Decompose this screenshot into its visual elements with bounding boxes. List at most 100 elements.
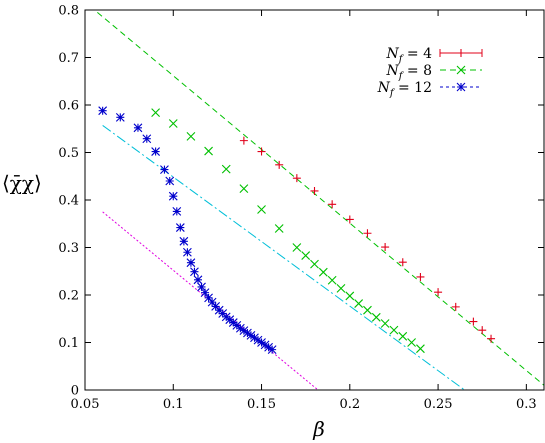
series-1-point-glyph — [434, 288, 443, 297]
series-2-point — [168, 119, 178, 128]
series-2-point — [151, 108, 161, 117]
series-3-point — [239, 326, 249, 336]
legend-label-2: Nf = 8 — [386, 63, 433, 82]
series-3-point — [179, 236, 189, 246]
series-1-point — [416, 272, 425, 281]
series-1-point-glyph — [487, 334, 496, 343]
series-2-point-glyph — [274, 224, 284, 233]
series-1-point-glyph — [416, 272, 425, 281]
series-2-point — [239, 184, 249, 193]
series-2-point-glyph — [318, 267, 328, 277]
series-2-point — [204, 146, 213, 156]
y-tick-label: 0.7 — [58, 51, 79, 66]
legend-marker-1 — [457, 49, 465, 57]
series-1-point — [292, 174, 301, 183]
series-2-point — [354, 299, 364, 308]
series-3-point-glyph — [186, 258, 196, 268]
series-3-point-glyph — [160, 165, 169, 174]
legend-label-1: Nf = 4 — [386, 46, 433, 65]
legend-label-3: Nf = 12 — [377, 80, 432, 99]
series-1-point-glyph — [363, 229, 372, 238]
series-3-point-glyph — [260, 340, 270, 350]
series-1-point — [469, 317, 478, 326]
series-1-point — [328, 200, 337, 209]
series-1-point-glyph — [451, 302, 460, 311]
series-3-point-glyph — [179, 236, 189, 246]
series-2-point — [416, 344, 425, 354]
series-2-point — [318, 267, 328, 277]
x-tick-label: 0.05 — [71, 397, 100, 412]
series-1-point-glyph — [310, 186, 319, 195]
series-2-point — [310, 259, 319, 269]
fit-lines — [97, 11, 545, 391]
series-3-point — [200, 288, 210, 298]
fit-line-3 — [102, 211, 319, 391]
series-3-point — [243, 328, 252, 338]
data-points — [98, 106, 496, 355]
series-2-point — [301, 251, 311, 260]
x-tick-label: 0.25 — [424, 397, 453, 412]
series-2-point — [398, 331, 408, 341]
series-3-point-glyph — [190, 267, 199, 277]
series-2-point-glyph — [416, 344, 425, 354]
series-3-point-glyph — [175, 223, 185, 232]
series-2-point-glyph — [239, 184, 249, 193]
series-3-point-glyph — [246, 330, 256, 340]
series-3-point — [183, 247, 192, 257]
x-tick-label: 0.3 — [516, 397, 537, 412]
series-3-point — [172, 207, 182, 216]
y-tick-label: 0.5 — [58, 146, 79, 161]
series-3-point — [190, 267, 199, 277]
x-axis-title: β — [312, 417, 325, 441]
legend-marker-3 — [456, 82, 466, 92]
fit-line-2 — [102, 125, 465, 391]
series-3-point-glyph — [168, 191, 178, 201]
series-1-point — [275, 160, 284, 169]
series-3-point-glyph — [172, 207, 182, 216]
series-2-point-glyph — [380, 319, 390, 328]
series-1-point-glyph — [381, 243, 390, 252]
series-1-point-glyph — [239, 136, 248, 145]
series-1-point-glyph — [345, 215, 354, 224]
y-tick-label: 0 — [71, 384, 79, 399]
series-3-point — [98, 106, 108, 116]
series-3-point — [115, 112, 125, 122]
series-2-point-glyph — [186, 131, 196, 141]
series-2-point-glyph — [310, 259, 319, 269]
series-3-point-glyph — [253, 335, 263, 345]
y-tick-label: 0.4 — [58, 194, 79, 209]
series-2-point — [380, 319, 390, 328]
y-tick-label: 0.3 — [58, 241, 79, 256]
series-3-point — [165, 176, 175, 186]
series-3-point-glyph — [239, 326, 249, 336]
series-3-point — [246, 330, 256, 340]
series-3-point-glyph — [250, 333, 259, 343]
series-3-point-glyph — [243, 328, 252, 338]
x-tick-label: 0.2 — [339, 397, 360, 412]
series-3-point — [260, 340, 270, 350]
y-axis-title: ⟨χ̄χ⟩ — [2, 171, 42, 195]
series-1-point-glyph — [398, 258, 407, 267]
series-2-point — [407, 338, 416, 347]
series-2-point-glyph — [327, 275, 337, 285]
series-1-point-glyph — [469, 317, 478, 326]
series-2-point — [345, 291, 355, 301]
series-3-point-glyph — [115, 112, 125, 122]
series-2-point — [186, 131, 196, 141]
series-2-point-glyph — [257, 205, 266, 214]
series-3-point — [133, 123, 143, 133]
series-3-point-glyph — [267, 345, 277, 355]
series-1-point — [381, 243, 390, 252]
series-1-point — [487, 334, 496, 343]
series-2-point-glyph — [407, 338, 416, 347]
series-2-point-glyph — [354, 299, 364, 308]
series-2-point-glyph — [398, 331, 408, 341]
series-2-point — [221, 164, 231, 174]
series-2-point — [336, 283, 346, 293]
series-2-point — [292, 243, 302, 252]
series-2-point — [257, 205, 266, 214]
series-1-point — [310, 186, 319, 195]
legend-marker-1-glyph — [457, 49, 465, 57]
series-3-point-glyph — [183, 247, 192, 257]
